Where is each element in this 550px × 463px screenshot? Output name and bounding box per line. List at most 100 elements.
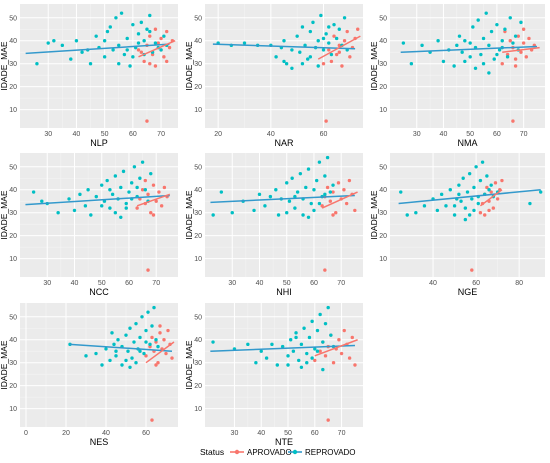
point-reprovado xyxy=(295,34,299,38)
point-reprovado xyxy=(481,62,486,66)
point-reprovado xyxy=(282,39,286,43)
point-reprovado xyxy=(284,62,289,66)
point-reprovado xyxy=(467,171,472,176)
x-axis-label: NAR xyxy=(274,138,294,148)
point-reprovado xyxy=(489,29,494,34)
point-aprovado xyxy=(170,356,174,360)
point-reprovado xyxy=(128,326,132,330)
point-reprovado xyxy=(298,50,302,54)
point-aprovado xyxy=(513,64,518,68)
point-reprovado xyxy=(321,340,325,344)
point-reprovado xyxy=(325,155,330,160)
point-aprovado xyxy=(156,361,160,365)
point-reprovado xyxy=(242,41,247,45)
point-reprovado xyxy=(293,194,297,199)
point-reprovado xyxy=(316,39,320,43)
y-axis-label: IDADE_MAE xyxy=(184,41,194,90)
point-aprovado xyxy=(337,50,341,54)
point-reprovado xyxy=(435,208,440,213)
point-reprovado xyxy=(302,326,306,330)
point-reprovado xyxy=(328,190,333,194)
point-reprovado xyxy=(332,22,336,27)
point-reprovado xyxy=(211,213,215,217)
point-reprovado xyxy=(310,356,314,360)
y-tick-label: 50 xyxy=(194,314,202,321)
point-reprovado xyxy=(307,335,312,340)
point-aprovado xyxy=(527,36,531,41)
point-reprovado xyxy=(52,39,56,43)
y-tick-label: 10 xyxy=(379,107,387,114)
y-axis-label: IDADE_MAE xyxy=(369,190,379,239)
point-reprovado xyxy=(142,351,146,356)
point-reprovado xyxy=(219,190,224,194)
point-aprovado xyxy=(500,178,504,183)
x-tick-label: 40 xyxy=(440,131,448,138)
point-aprovado xyxy=(493,181,498,185)
point-reprovado xyxy=(131,22,135,27)
point-reprovado xyxy=(457,183,461,187)
point-reprovado xyxy=(211,340,215,344)
point-reprovado xyxy=(275,363,280,367)
y-tick-label: 20 xyxy=(9,383,17,390)
point-reprovado xyxy=(485,174,489,178)
y-tick-label: 30 xyxy=(194,61,202,68)
point-reprovado xyxy=(290,48,294,52)
point-reprovado xyxy=(69,57,73,61)
point-reprovado xyxy=(472,185,476,190)
panel-nar: 10 20 30 40 50 20 40 60 NAR IDADE_MAE xyxy=(184,4,363,148)
point-aprovado xyxy=(151,213,156,217)
point-reprovado xyxy=(452,213,457,217)
y-tick-label: 20 xyxy=(194,233,202,240)
point-reprovado xyxy=(329,52,334,57)
fit-line-aprovado xyxy=(321,191,358,209)
point-reprovado xyxy=(94,34,98,38)
point-reprovado xyxy=(467,213,472,217)
point-aprovado xyxy=(323,354,328,358)
x-axis-label: NES xyxy=(90,437,109,447)
y-tick-label: 50 xyxy=(194,15,202,22)
panel-nma: 10 20 30 40 50 30 40 50 60 70 NMA IDADE_MAE xyxy=(369,4,545,148)
point-aprovado xyxy=(508,39,512,43)
point-aprovado xyxy=(353,208,357,213)
y-tick-label: 10 xyxy=(194,406,202,413)
point-reprovado xyxy=(280,344,285,349)
point-reprovado xyxy=(305,351,309,356)
point-reprovado xyxy=(154,338,158,342)
point-reprovado xyxy=(474,165,478,169)
point-reprovado xyxy=(301,213,305,217)
y-axis-label: IDADE_MAE xyxy=(0,190,9,239)
point-aprovado xyxy=(334,52,339,57)
point-reprovado xyxy=(259,349,263,353)
point-aprovado xyxy=(347,356,352,360)
point-aprovado xyxy=(342,188,346,192)
x-tick-label: 60 xyxy=(142,430,150,437)
y-axis-label: IDADE_MAE xyxy=(0,41,9,90)
point-reprovado xyxy=(67,197,71,201)
point-reprovado xyxy=(124,358,128,363)
point-aprovado xyxy=(150,335,154,340)
point-reprovado xyxy=(480,160,485,164)
point-aprovado xyxy=(500,62,504,66)
fit-line-aprovado xyxy=(138,40,176,58)
point-reprovado xyxy=(136,32,141,36)
point-reprovado xyxy=(461,176,465,180)
point-aprovado xyxy=(162,185,167,190)
point-reprovado xyxy=(148,342,152,347)
x-tick-label: 70 xyxy=(338,430,346,437)
x-tick-label: 20 xyxy=(62,430,70,437)
point-reprovado xyxy=(125,48,129,52)
point-reprovado xyxy=(463,39,467,43)
point-aprovado xyxy=(524,55,528,59)
point-reprovado xyxy=(326,305,330,310)
panel-nte: 10 20 30 40 50 30 40 50 60 70 NTE IDADE_MAE xyxy=(184,303,363,447)
point-reprovado xyxy=(470,197,474,201)
point-reprovado xyxy=(308,55,313,59)
panel-background xyxy=(205,153,363,277)
point-reprovado xyxy=(124,333,128,337)
point-aprovado xyxy=(320,204,324,208)
point-reprovado xyxy=(463,206,468,210)
point-reprovado xyxy=(468,55,472,59)
point-reprovado xyxy=(105,29,110,34)
point-reprovado xyxy=(286,363,290,367)
fit-line-aprovado xyxy=(136,193,171,207)
